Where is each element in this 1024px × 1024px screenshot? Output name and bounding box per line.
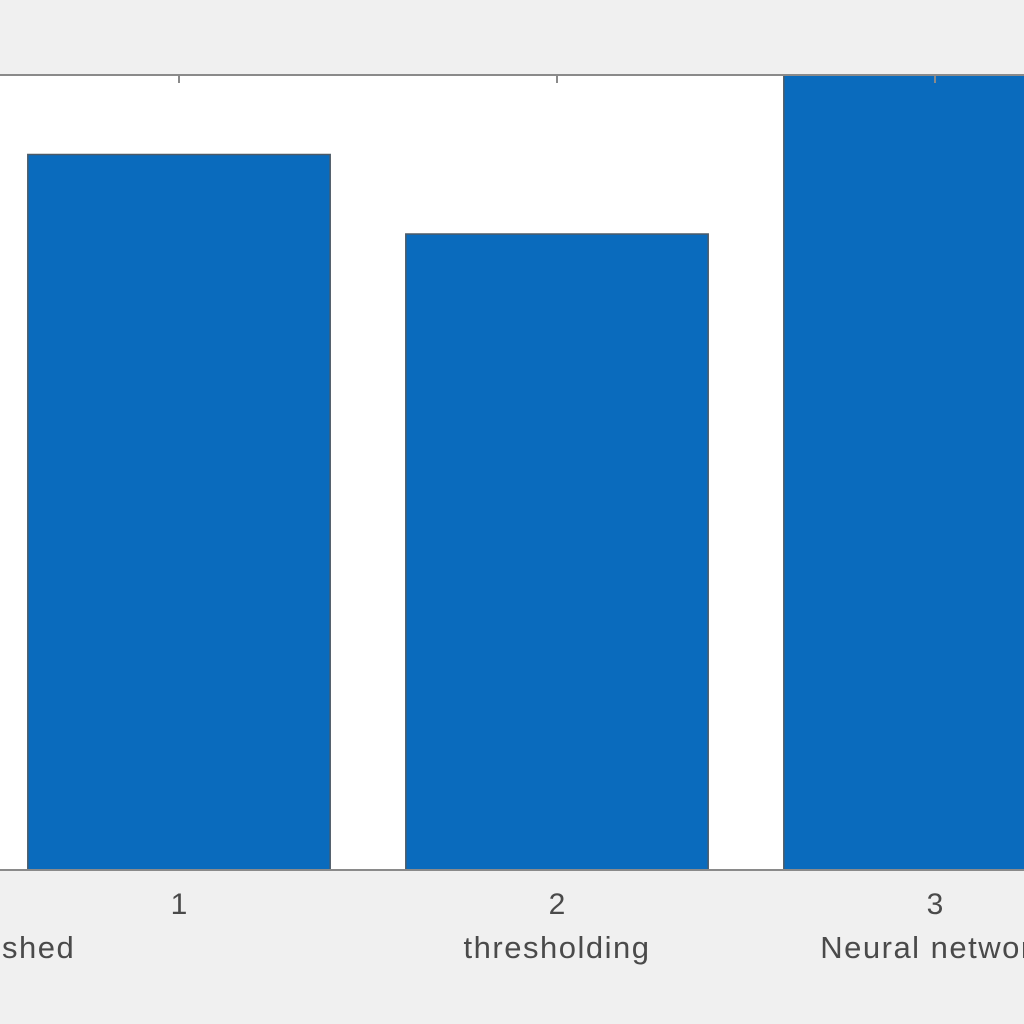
x-ticks [178,75,936,83]
x-category-label-2: thresholding [464,930,651,965]
x-tick-label-3: 3 [927,888,944,921]
x-tick-label-2: 2 [549,888,566,921]
x-tick-label-1: 1 [171,888,188,921]
bar-1 [27,153,331,871]
bars [27,74,1024,871]
bar-2 [405,233,709,871]
bar-3 [783,74,1024,871]
x-category-label-3: Neural network [820,930,1024,965]
x-category-label-1: shed [2,930,75,965]
